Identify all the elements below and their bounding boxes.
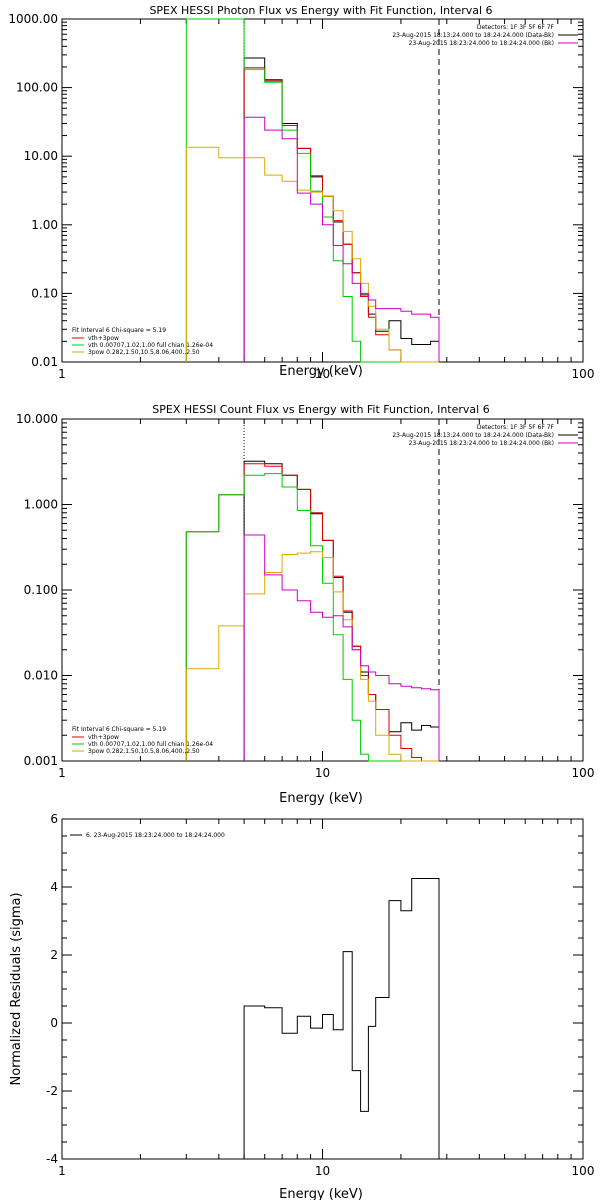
- x-tick-label: 1: [58, 367, 66, 381]
- y-tick-label: 0.01: [31, 355, 58, 369]
- photon-flux-panel: SPEX HESSI Photon Flux vs Energy with Fi…: [8, 4, 594, 381]
- photon-data-interval-text: 23-Aug-2015 18:13:24.000 to 18:24:24.000…: [392, 32, 554, 39]
- photon-flux-xlabel: Energy (keV): [279, 364, 363, 379]
- count-flux-title: SPEX HESSI Count Flux vs Energy with Fit…: [152, 403, 489, 416]
- count-vth-params-text: vth 0.00707,1.02,1.00 full chian 1.26e-0…: [88, 741, 213, 748]
- x-tick-label: 10: [315, 367, 330, 381]
- count-flux-xlabel: Energy (keV): [279, 791, 363, 806]
- photon-bk-histogram: [243, 116, 440, 362]
- y-tick-label: 0.010: [24, 669, 58, 683]
- x-tick-label: 1: [58, 766, 66, 780]
- x-tick-label: 1: [58, 1164, 66, 1178]
- x-tick-label: 100: [572, 1164, 595, 1178]
- x-tick-label: 100: [572, 367, 595, 381]
- photon-bk-interval-text: 23-Aug-2015 18:23:24.000 to 18:24:24.000…: [409, 40, 554, 47]
- count-bk-interval-text: 23-Aug-2015 18:23:24.000 to 18:24:24.000…: [409, 440, 554, 447]
- y-tick-label: -4: [46, 1152, 58, 1166]
- y-tick-label: 10.000: [16, 412, 58, 426]
- photon-total-histogram: [243, 67, 439, 363]
- count-detectors-text: Detectors: 1F 3F 5F 6F 7F: [477, 424, 555, 431]
- count-model-text: vth+3pow: [88, 734, 119, 741]
- photon-pow-params-text: 3pow 0.282,1.50,10.5,8.06,400.,2.50: [88, 349, 200, 356]
- residual-residuals-histogram: [243, 878, 440, 1159]
- count-fit-interval-text: Fit Interval 6 Chi-square = 5.19: [72, 726, 166, 733]
- photon-fit-interval-text: Fit Interval 6 Chi-square = 5.19: [72, 327, 166, 334]
- photon-flux-vlines: [243, 19, 440, 362]
- photon-data-histogram: [243, 57, 440, 362]
- count-flux-plot-frame: [61, 418, 584, 762]
- count-flux-panel: SPEX HESSI Count Flux vs Energy with Fit…: [16, 403, 594, 806]
- photon-pow-histogram: [185, 146, 439, 363]
- count-flux-info-left: Fit Interval 6 Chi-square = 5.19 vth+3po…: [72, 726, 213, 755]
- residuals-ylabel: Normalized Residuals (sigma): [9, 892, 24, 1085]
- photon-detectors-text: Detectors: 1F 3F 5F 6F 7F: [477, 24, 555, 31]
- y-tick-label: 1.00: [31, 218, 58, 232]
- y-tick-label: 1.000: [24, 498, 58, 512]
- residuals-xlabel: Energy (keV): [279, 1187, 363, 1200]
- y-tick-label: 2: [50, 948, 58, 962]
- residuals-series: [243, 878, 440, 1159]
- y-tick-label: 0: [50, 1016, 58, 1030]
- photon-flux-series: [185, 18, 440, 363]
- photon-flux-info-right: Detectors: 1F 3F 5F 6F 7F 23-Aug-2015 18…: [392, 24, 578, 47]
- photon-flux-title: SPEX HESSI Photon Flux vs Energy with Fi…: [149, 4, 492, 17]
- count-vth-histogram: [185, 473, 439, 762]
- photon-flux-ticks: 1 10 100 1000.00 100.00 10.00 1.00 0.10 0.01: [8, 12, 594, 381]
- y-tick-label: 0.10: [31, 286, 58, 300]
- y-tick-label: 10.00: [24, 149, 58, 163]
- photon-vth-histogram: [185, 18, 439, 363]
- x-tick-label: 10: [315, 1164, 330, 1178]
- y-tick-label: 0.001: [24, 754, 58, 768]
- count-flux-info-right: Detectors: 1F 3F 5F 6F 7F 23-Aug-2015 18…: [392, 424, 578, 447]
- y-tick-label: 6: [50, 812, 58, 826]
- residuals-legend-text: 6. 23-Aug-2015 18:23:24.000 to 18:24:24.…: [86, 832, 225, 839]
- count-flux-series: [185, 460, 440, 762]
- x-tick-label: 10: [315, 766, 330, 780]
- residuals-panel: 1 10 100 6 4 2 0 -2 -4 6. 23-Aug-2015 18:23:24.0…: [9, 812, 594, 1200]
- residuals-ticks: 1 10 100 6 4 2 0 -2 -4: [46, 812, 594, 1178]
- count-bk-histogram: [243, 534, 440, 761]
- count-flux-ticks: 1 10 100 10.000 1.000 0.100 0.010 0.001: [16, 412, 594, 780]
- count-pow-histogram: [185, 551, 439, 762]
- count-flux-vlines: [243, 419, 440, 761]
- y-tick-label: 1000.00: [8, 12, 58, 26]
- residuals-plot-frame: [61, 818, 584, 1160]
- y-tick-label: 4: [50, 880, 58, 894]
- count-data-interval-text: 23-Aug-2015 18:13:24.000 to 18:24:24.000…: [392, 432, 554, 439]
- y-tick-label: 0.100: [24, 583, 58, 597]
- count-data-histogram: [243, 460, 440, 761]
- photon-flux-info-left: Fit Interval 6 Chi-square = 5.19 vth+3po…: [72, 327, 213, 356]
- y-tick-label: 100.00: [16, 81, 58, 95]
- photon-vth-params-text: vth 0.00707,1.02,1.00 full chian 1.26e-0…: [88, 342, 213, 349]
- photon-model-text: vth+3pow: [88, 335, 119, 342]
- x-tick-label: 100: [572, 766, 595, 780]
- y-tick-label: -2: [46, 1084, 58, 1098]
- count-pow-params-text: 3pow 0.282,1.50,10.5,8.06,400.,2.50: [88, 748, 200, 755]
